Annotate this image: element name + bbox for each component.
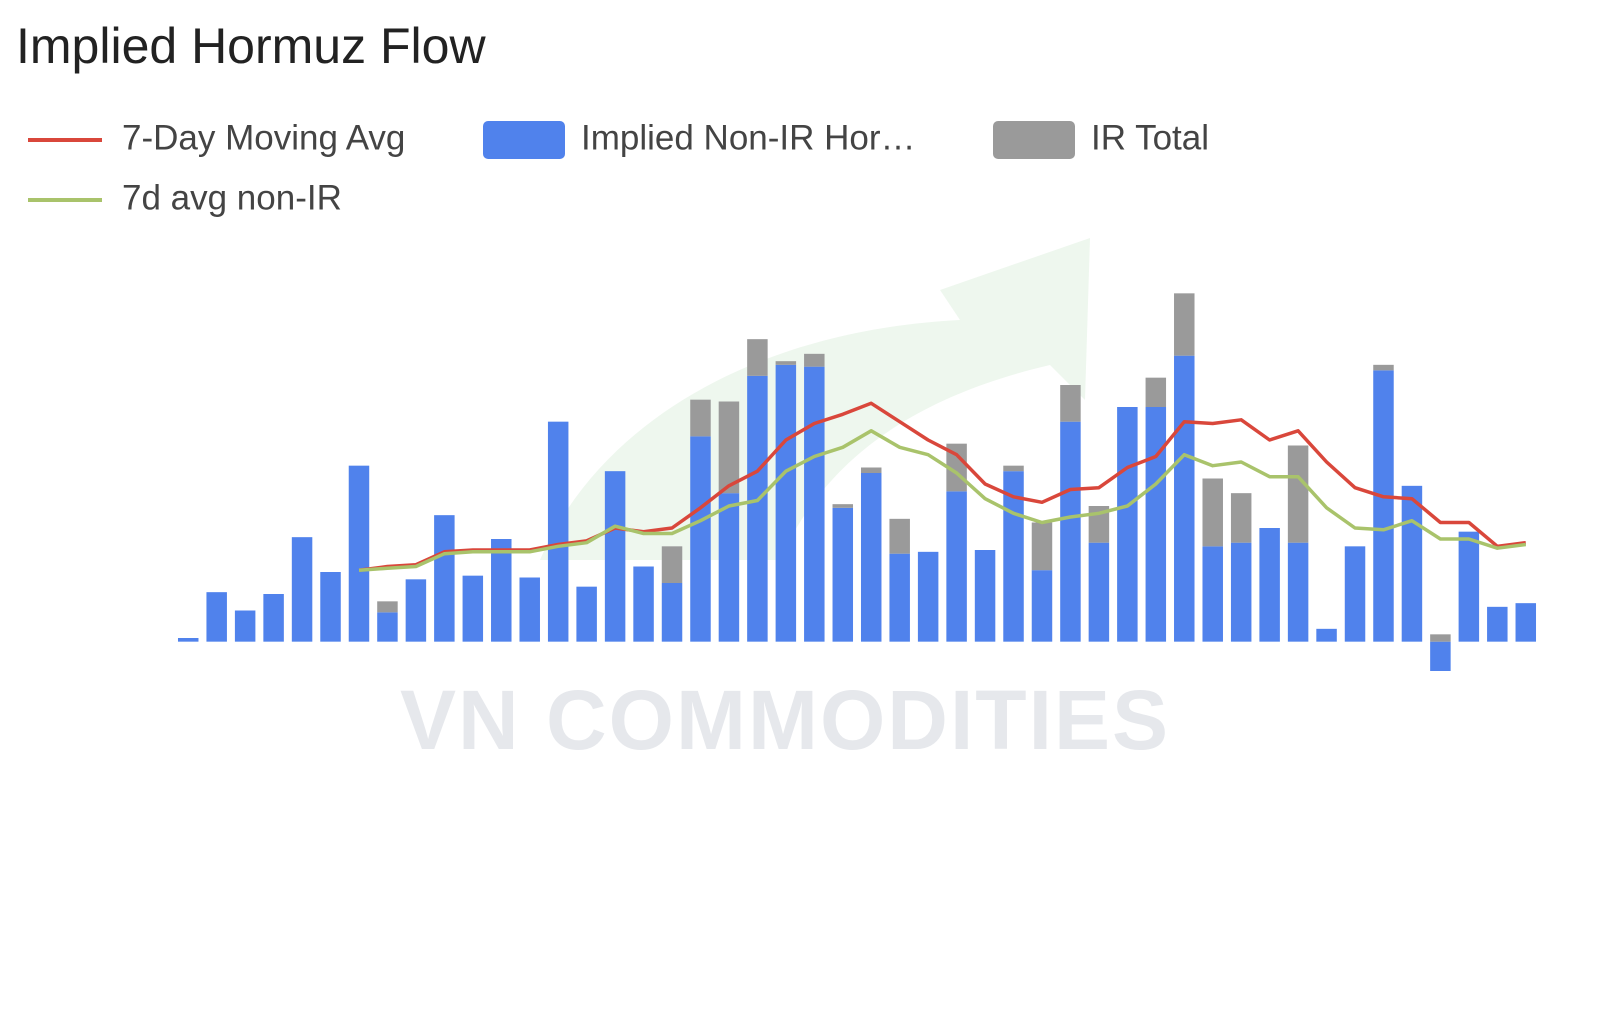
bar [1031, 570, 1053, 642]
watermark: VN COMMODITIES [400, 673, 1170, 767]
bar [1145, 377, 1167, 407]
bar [1117, 407, 1138, 642]
bar [547, 421, 569, 642]
legend-label: 7d avg non-IR [122, 178, 342, 217]
bar [434, 515, 455, 642]
bar [747, 339, 768, 376]
bar [1316, 628, 1337, 642]
bar [661, 546, 683, 583]
bar [1230, 542, 1252, 642]
bar [1287, 445, 1309, 543]
bar [832, 504, 854, 508]
bar [1060, 421, 1081, 642]
bar [974, 550, 996, 642]
bar [860, 473, 882, 642]
bar [291, 537, 313, 642]
bar [832, 507, 854, 642]
bar [1088, 542, 1110, 642]
bar [1287, 542, 1309, 642]
bar [1430, 641, 1451, 671]
legend-swatch [993, 121, 1075, 159]
bar [263, 594, 284, 642]
bar [576, 586, 597, 642]
bar [1145, 407, 1167, 642]
bar [718, 493, 740, 642]
bar [234, 610, 256, 642]
bar [661, 583, 683, 642]
bar [1373, 364, 1394, 371]
bar [946, 491, 967, 642]
bar [206, 592, 227, 642]
bar [775, 364, 797, 642]
bar [775, 361, 797, 365]
bar [804, 353, 825, 367]
bar [1373, 370, 1394, 642]
legend: 7-Day Moving Avg Implied Non-IR Hor… IR To… [28, 118, 1209, 217]
legend-swatch [483, 121, 565, 159]
bar [462, 575, 484, 642]
bar [860, 467, 882, 473]
bar [405, 579, 427, 642]
bar [377, 612, 398, 642]
bar [519, 577, 540, 642]
bar [889, 518, 910, 554]
bars [177, 293, 1537, 671]
bar [1230, 493, 1252, 543]
bar [320, 572, 341, 642]
bar [1430, 634, 1451, 642]
bar [1259, 528, 1280, 642]
bar [1515, 603, 1537, 642]
bar [917, 551, 939, 642]
lines [358, 401, 1527, 572]
bar [747, 375, 768, 642]
bar [377, 601, 398, 613]
bar [491, 539, 512, 642]
bar [690, 399, 711, 437]
bar [1401, 485, 1423, 642]
bar [1202, 478, 1223, 547]
legend-label: 7-Day Moving Avg [122, 118, 405, 157]
bar [633, 566, 654, 642]
bar [1458, 531, 1480, 642]
chart-title: Implied Hormuz Flow [16, 18, 486, 74]
line [358, 401, 1527, 572]
bar [690, 436, 711, 642]
bar [1003, 465, 1024, 472]
bar [1202, 546, 1223, 642]
bar [177, 638, 199, 642]
bar [1060, 385, 1081, 422]
legend-label: IR Total [1091, 118, 1209, 157]
bar [1174, 293, 1195, 356]
bar [604, 471, 626, 642]
bar [348, 465, 370, 642]
bar [1487, 606, 1508, 642]
bar [889, 553, 910, 642]
bar [1344, 546, 1366, 642]
bar [1174, 355, 1195, 642]
bar [718, 401, 740, 494]
line [358, 429, 1527, 572]
bar [1031, 522, 1053, 571]
legend-label: Implied Non-IR Hor… [581, 118, 916, 157]
bar [804, 366, 825, 642]
